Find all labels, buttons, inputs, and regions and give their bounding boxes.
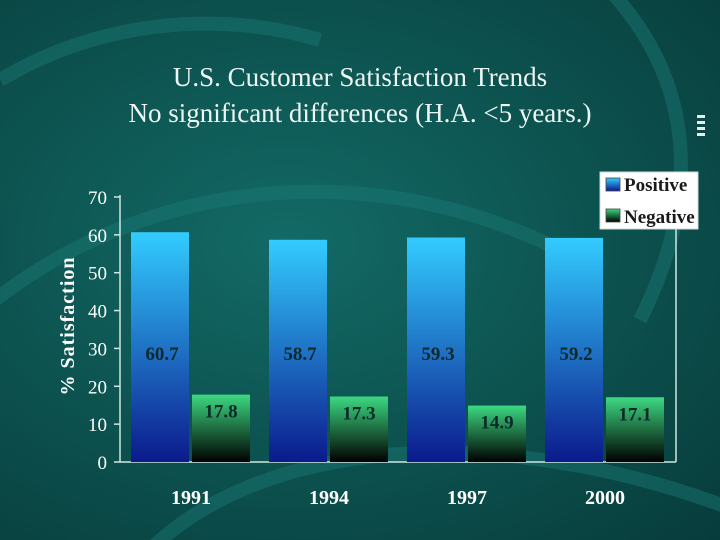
chart-subtitle: No significant differences (H.A. <5 year… (128, 98, 592, 128)
data-labels: 60.7 17.8 58.7 17.3 59.3 14.9 59.2 17.1 (145, 344, 651, 434)
bars (131, 232, 664, 462)
bar-positive-1997 (407, 237, 465, 462)
bar-negative-1994 (330, 396, 388, 462)
y-tick-label: 70 (88, 188, 107, 209)
slide-scroll-icon (694, 112, 708, 140)
data-label-positive-1991: 60.7 (145, 344, 179, 365)
x-tick-label-1991: 1991 (171, 487, 211, 509)
y-tick-label: 10 (88, 415, 107, 436)
bar-negative-1997 (468, 405, 526, 462)
x-axis-labels: 1991 1994 1997 2000 (171, 487, 625, 509)
data-label-negative-1997: 14.9 (480, 413, 513, 434)
data-label-negative-2000: 17.1 (618, 404, 651, 425)
data-label-positive-1997: 59.3 (421, 344, 454, 365)
x-tick-label-1997: 1997 (447, 487, 487, 509)
data-label-positive-1994: 58.7 (283, 344, 317, 365)
y-tick-label: 40 (88, 302, 107, 323)
legend-swatch-negative (605, 208, 621, 223)
x-tick-label-1994: 1994 (309, 487, 349, 509)
bar-positive-2000 (545, 237, 603, 462)
data-label-negative-1994: 17.3 (342, 404, 375, 425)
y-tick-label: 0 (98, 453, 108, 474)
y-tick-label: 20 (88, 377, 107, 398)
bar-positive-1991 (131, 232, 189, 462)
legend-label-negative: Negative (624, 207, 695, 228)
y-tick-label: 50 (88, 264, 107, 285)
y-axis-title: % Satisfaction (57, 257, 79, 396)
y-axis-labels: 0 10 20 30 40 50 60 70 (88, 188, 107, 474)
y-tick-label: 60 (88, 226, 107, 247)
chart-title: U.S. Customer Satisfaction Trends (172, 62, 548, 92)
legend: Positive Negative (599, 171, 699, 230)
bar-positive-1994 (269, 239, 327, 462)
legend-swatch-positive (605, 177, 621, 192)
data-label-positive-2000: 59.2 (559, 344, 592, 365)
data-label-negative-1991: 17.8 (204, 402, 237, 423)
x-tick-label-2000: 2000 (585, 487, 625, 509)
bar-negative-1991 (192, 394, 250, 462)
y-axis-ticks (114, 196, 120, 463)
bar-negative-2000 (606, 397, 664, 462)
y-tick-label: 30 (88, 339, 107, 360)
legend-label-positive: Positive (624, 175, 687, 196)
